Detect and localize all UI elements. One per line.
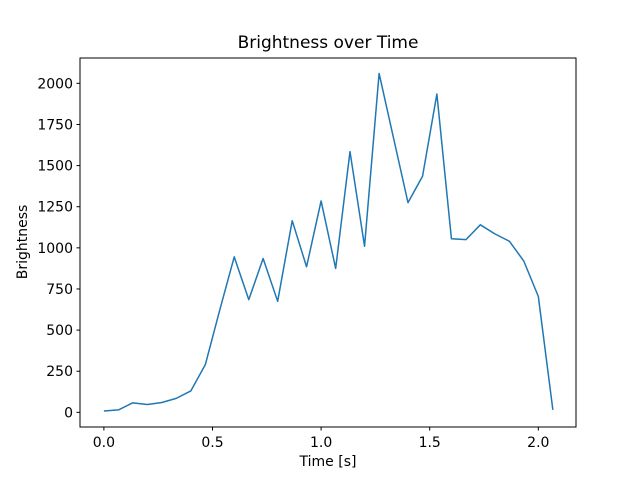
- y-tick-label: 500: [46, 323, 73, 339]
- x-tick-label: 1.0: [310, 435, 332, 451]
- brightness-line-series: [103, 72, 554, 412]
- y-tick-label: 250: [46, 364, 73, 380]
- chart-title: Brightness over Time: [238, 33, 419, 53]
- x-tick-label: 1.5: [419, 435, 441, 451]
- y-tick-label: 1500: [37, 159, 73, 175]
- y-tick-label: 0: [64, 405, 73, 421]
- y-tick-label: 750: [46, 282, 73, 298]
- y-axis-label: Brightness: [15, 205, 31, 280]
- x-tick-label: 2.0: [527, 435, 549, 451]
- y-tick-label: 1000: [37, 241, 73, 257]
- axes-spines: [79, 57, 577, 428]
- x-tick-label: 0.5: [201, 435, 223, 451]
- x-axis-label: Time [s]: [299, 454, 357, 470]
- y-tick-label: 1750: [37, 117, 73, 133]
- y-tick-label: 2000: [37, 76, 73, 92]
- y-tick-label: 1250: [37, 200, 73, 216]
- plot-area: 0.0 0.5 1.0 1.5 2.0 0 250 500 750 1000 1250 1500 175…: [37, 57, 577, 451]
- x-tick-label: 0.0: [93, 435, 115, 451]
